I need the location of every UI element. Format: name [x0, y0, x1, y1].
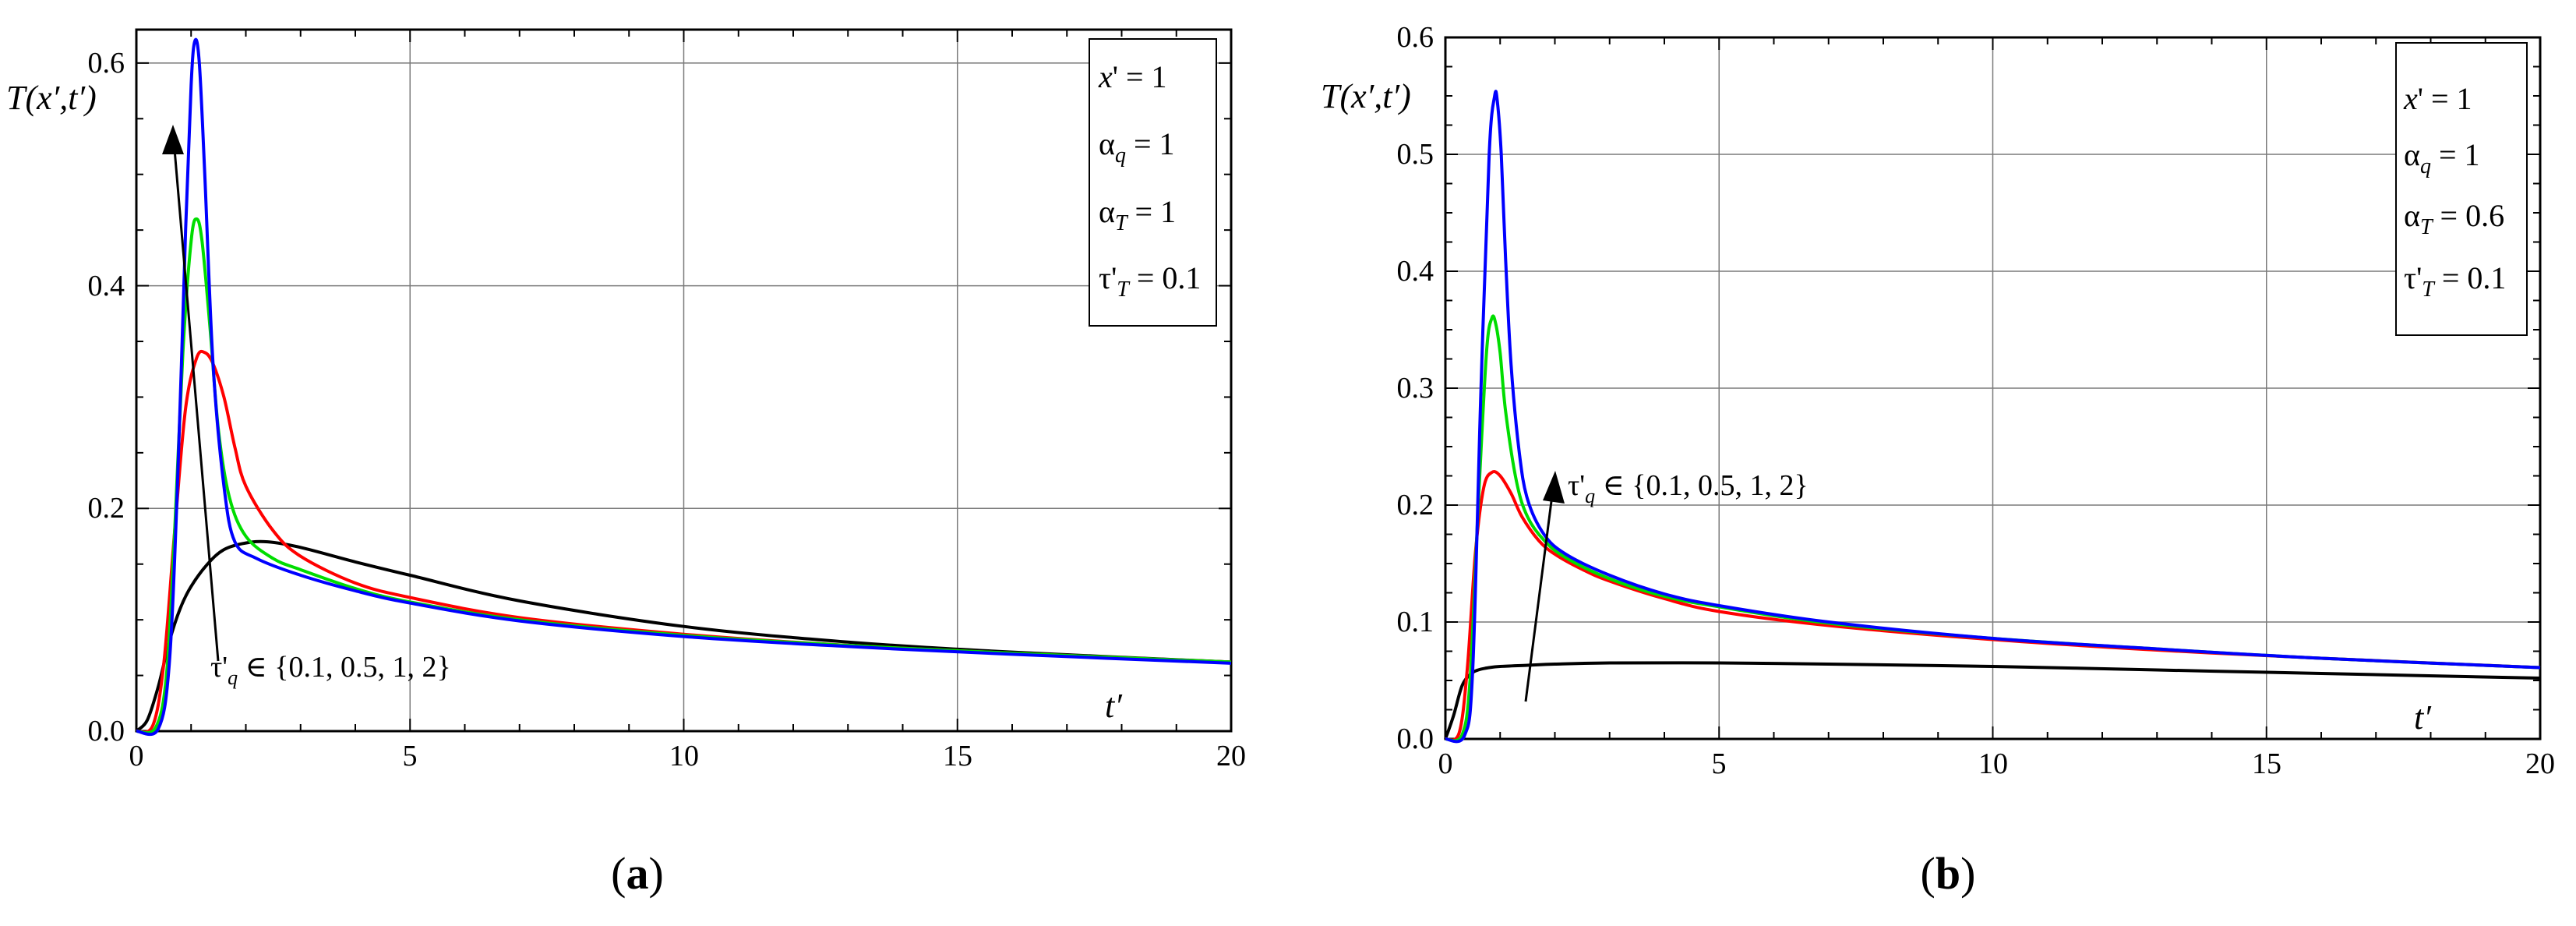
x-tick-b-15: 15 — [2252, 748, 2281, 780]
x-tick-a-0: 0 — [129, 740, 144, 772]
y-tick-b-0.6: 0.6 — [1397, 21, 1434, 54]
legend-alpha-t-b: αT = 0.6 — [2404, 198, 2504, 239]
panel-label-b: (b) — [1921, 848, 1976, 899]
legend-alpha-q-a: αq = 1 — [1099, 126, 1175, 168]
x-tick-b-5: 5 — [1712, 748, 1727, 780]
panel-label-a: (a) — [611, 848, 664, 899]
x-tick-a-5: 5 — [403, 740, 418, 772]
legend-xprime-b: x' = 1 — [2403, 81, 2472, 116]
y-tick-a-0.0: 0.0 — [88, 715, 125, 748]
annotation-arrowhead-a — [162, 125, 184, 154]
y-tick-b-0.4: 0.4 — [1397, 255, 1434, 288]
x-axis-label-b: t′ — [2414, 698, 2432, 737]
x-tick-a-20: 20 — [1216, 740, 1246, 772]
tick-marks-b — [1445, 37, 2541, 740]
y-tick-a-0.2: 0.2 — [88, 492, 125, 525]
series-line-a-3 — [136, 37, 1232, 737]
annotation-text-a: τ'q ∈ {0.1, 0.5, 1, 2} — [210, 651, 451, 689]
gridlines-b — [1445, 37, 2540, 739]
gridlines-a — [136, 30, 1231, 731]
y-axis-label-a: T(x′,t′) — [6, 79, 97, 117]
annotation-arrow-a — [171, 130, 220, 662]
x-tick-a-15: 15 — [943, 740, 972, 772]
x-axis-label-a: t′ — [1105, 687, 1123, 725]
series-group-b — [1444, 90, 2541, 744]
panel-b: 0 5 10 15 20 0.0 0.1 0.2 0.3 0.4 0.5 0.6… — [1321, 21, 2555, 899]
y-tick-b-0.0: 0.0 — [1397, 723, 1434, 755]
x-tick-b-20: 20 — [2525, 748, 2555, 780]
y-tick-b-0.5: 0.5 — [1397, 138, 1434, 171]
series-line-b-3 — [1445, 90, 2541, 744]
series-line-a-0 — [135, 539, 1232, 733]
panel-a: 0 5 10 15 20 0.0 0.2 0.4 0.6 T(x′,t′) t′… — [6, 28, 1246, 899]
legend-xprime-a: x' = 1 — [1098, 59, 1167, 94]
y-tick-a-0.4: 0.4 — [88, 270, 125, 302]
y-axis-label-b: T(x′,t′) — [1321, 77, 1411, 115]
legend-box-b — [2395, 42, 2528, 336]
annotation-arrowhead-b — [1543, 471, 1565, 504]
x-tick-a-10: 10 — [669, 740, 699, 772]
legend-tau-t-a: τ'T = 0.1 — [1099, 260, 1201, 302]
annotation-arrow-b — [1524, 476, 1556, 702]
tick-marks-a — [136, 30, 1232, 732]
legend-tau-t-b: τ'T = 0.1 — [2404, 260, 2506, 302]
y-tick-a-0.6: 0.6 — [88, 47, 125, 80]
legend-alpha-q-b: αq = 1 — [2404, 137, 2480, 178]
series-group-a — [135, 37, 1232, 737]
x-tick-b-10: 10 — [1978, 748, 2008, 780]
x-tick-b-0: 0 — [1438, 748, 1453, 780]
y-tick-b-0.3: 0.3 — [1397, 372, 1434, 405]
legend-alpha-t-a: αT = 1 — [1099, 194, 1176, 235]
y-tick-b-0.2: 0.2 — [1397, 489, 1434, 521]
annotation-text-b: τ'q ∈ {0.1, 0.5, 1, 2} — [1568, 469, 1808, 507]
legend-box-a — [1089, 38, 1217, 327]
y-tick-b-0.1: 0.1 — [1397, 606, 1434, 638]
